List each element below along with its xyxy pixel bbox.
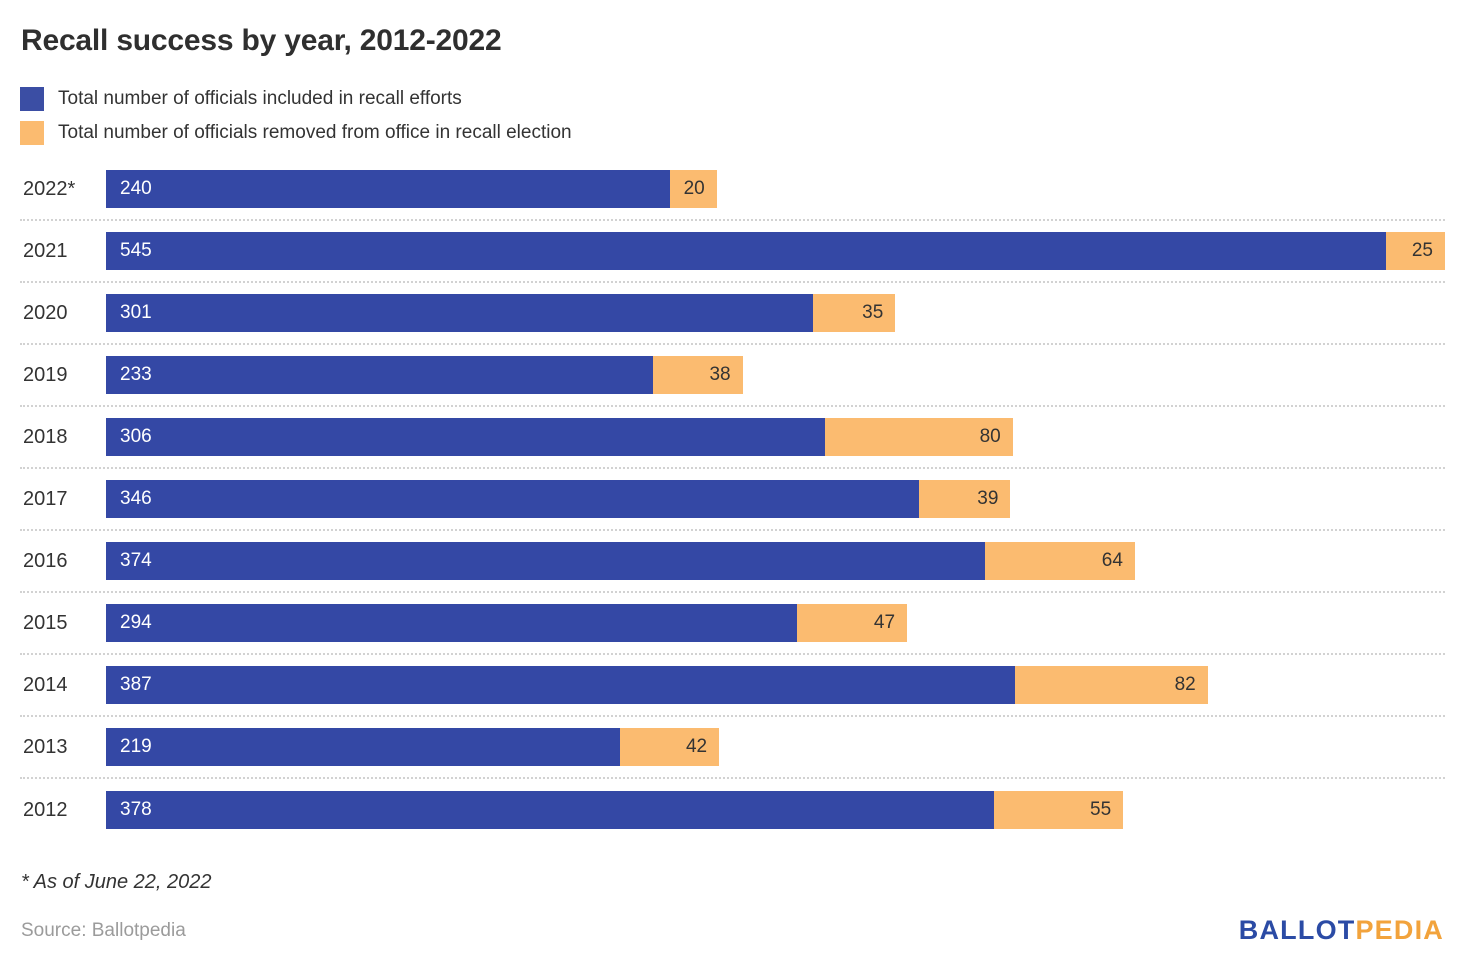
chart-row: 2013 219 42 <box>20 717 1445 779</box>
bar-included: 233 <box>106 356 654 394</box>
year-label: 2016 <box>23 549 68 572</box>
bar-included: 545 <box>106 232 1387 270</box>
legend: Total number of officials included in re… <box>20 86 1446 145</box>
bar-track: 233 38 <box>106 356 1445 394</box>
bar-track: 301 35 <box>106 294 1445 332</box>
bar-removed: 35 <box>813 294 896 332</box>
bar-removed: 82 <box>1015 666 1208 704</box>
page: Recall success by year, 2012-2022 Total … <box>0 24 1466 976</box>
bar-removed-value: 42 <box>685 736 708 757</box>
bar-track: 374 64 <box>106 542 1445 580</box>
bar-included: 219 <box>106 728 621 766</box>
bar-included-value: 294 <box>120 612 152 633</box>
bar-removed: 39 <box>918 480 1011 518</box>
bar-removed-value: 38 <box>709 364 731 385</box>
bar-included-value: 301 <box>120 302 152 323</box>
legend-label-included: Total number of officials included in re… <box>58 87 462 109</box>
year-label: 2015 <box>23 611 68 634</box>
bar-removed: 25 <box>1386 232 1445 270</box>
bar-removed: 80 <box>824 418 1013 456</box>
bar-removed-value: 55 <box>1090 799 1112 820</box>
bar-removed: 38 <box>653 356 743 394</box>
bar-included-value: 306 <box>120 426 152 447</box>
year-label: 2019 <box>23 363 68 386</box>
chart-row: 2014 387 82 <box>20 655 1445 717</box>
bar-track: 306 80 <box>106 418 1445 456</box>
footnote: * As of June 22, 2022 <box>21 871 212 893</box>
bar-track: 378 55 <box>106 791 1445 829</box>
bar-included: 387 <box>106 666 1016 704</box>
bar-track: 387 82 <box>106 666 1445 704</box>
chart-row: 2015 294 47 <box>20 593 1445 655</box>
bar-included-value: 233 <box>120 364 152 385</box>
bar-included: 374 <box>106 542 985 580</box>
chart-row: 2019 233 38 <box>20 345 1445 407</box>
year-label: 2018 <box>23 425 68 448</box>
bar-included: 240 <box>106 170 670 208</box>
year-label: 2012 <box>23 798 68 821</box>
year-label: 2014 <box>23 673 68 696</box>
bar-included-value: 219 <box>120 736 152 757</box>
source-text: Source: Ballotpedia <box>21 919 186 941</box>
year-label: 2013 <box>23 735 68 758</box>
bar-removed: 55 <box>993 791 1124 829</box>
bar-removed-value: 25 <box>1411 240 1433 261</box>
bar-included-value: 240 <box>120 178 152 199</box>
year-label: 2020 <box>23 301 68 324</box>
bar-included-value: 545 <box>120 240 152 261</box>
logo-part-ballot: BALLOT <box>1238 915 1356 945</box>
year-label: 2021 <box>23 239 68 262</box>
bar-included: 306 <box>106 418 825 456</box>
bar-track: 240 20 <box>106 170 1445 208</box>
legend-item-included: Total number of officials included in re… <box>20 86 1446 111</box>
footer: Source: Ballotpedia BALLOTPEDIA <box>21 915 1444 946</box>
bar-included-value: 387 <box>120 674 152 695</box>
bar-track: 545 25 <box>106 232 1445 270</box>
bar-included-value: 374 <box>120 550 152 571</box>
chart-row: 2017 346 39 <box>20 469 1445 531</box>
bar-removed-value: 82 <box>1174 674 1196 695</box>
bar-removed: 42 <box>620 728 720 766</box>
chart-row: 2020 301 35 <box>20 283 1445 345</box>
year-label: 2022* <box>23 177 76 200</box>
legend-swatch-included-icon <box>20 86 44 111</box>
bar-removed-value: 47 <box>873 612 896 633</box>
chart-row: 2022* 240 20 <box>20 159 1445 221</box>
bar-included: 301 <box>106 294 814 332</box>
logo-part-pedia: PEDIA <box>1355 915 1444 945</box>
bar-track: 219 42 <box>106 728 1445 766</box>
bar-removed: 20 <box>669 170 717 208</box>
bar-included-value: 378 <box>120 799 152 820</box>
legend-item-removed: Total number of officials removed from o… <box>20 120 1446 145</box>
bar-track: 346 39 <box>106 480 1445 518</box>
legend-swatch-removed-icon <box>20 120 44 145</box>
chart: 2022* 240 20 2021 545 25 <box>20 159 1445 841</box>
legend-label-removed: Total number of officials removed from o… <box>58 121 572 143</box>
chart-title: Recall success by year, 2012-2022 <box>21 24 502 57</box>
bar-removed-value: 80 <box>979 426 1001 447</box>
bar-included: 346 <box>106 480 919 518</box>
chart-row: 2018 306 80 <box>20 407 1445 469</box>
bar-removed-value: 35 <box>862 302 884 323</box>
chart-row: 2012 378 55 <box>20 779 1445 841</box>
bar-track: 294 47 <box>106 604 1445 642</box>
bar-removed: 64 <box>984 542 1135 580</box>
chart-row: 2016 374 64 <box>20 531 1445 593</box>
bar-removed-value: 39 <box>977 488 999 509</box>
bar-removed-value: 20 <box>683 178 705 199</box>
bar-removed: 47 <box>796 604 908 642</box>
bar-included-value: 346 <box>120 488 152 509</box>
bar-included: 378 <box>106 791 994 829</box>
bar-included: 294 <box>106 604 797 642</box>
ballotpedia-logo: BALLOTPEDIA <box>1239 915 1444 946</box>
bar-removed-value: 64 <box>1101 550 1123 571</box>
chart-row: 2021 545 25 <box>20 221 1445 283</box>
year-label: 2017 <box>23 487 68 510</box>
